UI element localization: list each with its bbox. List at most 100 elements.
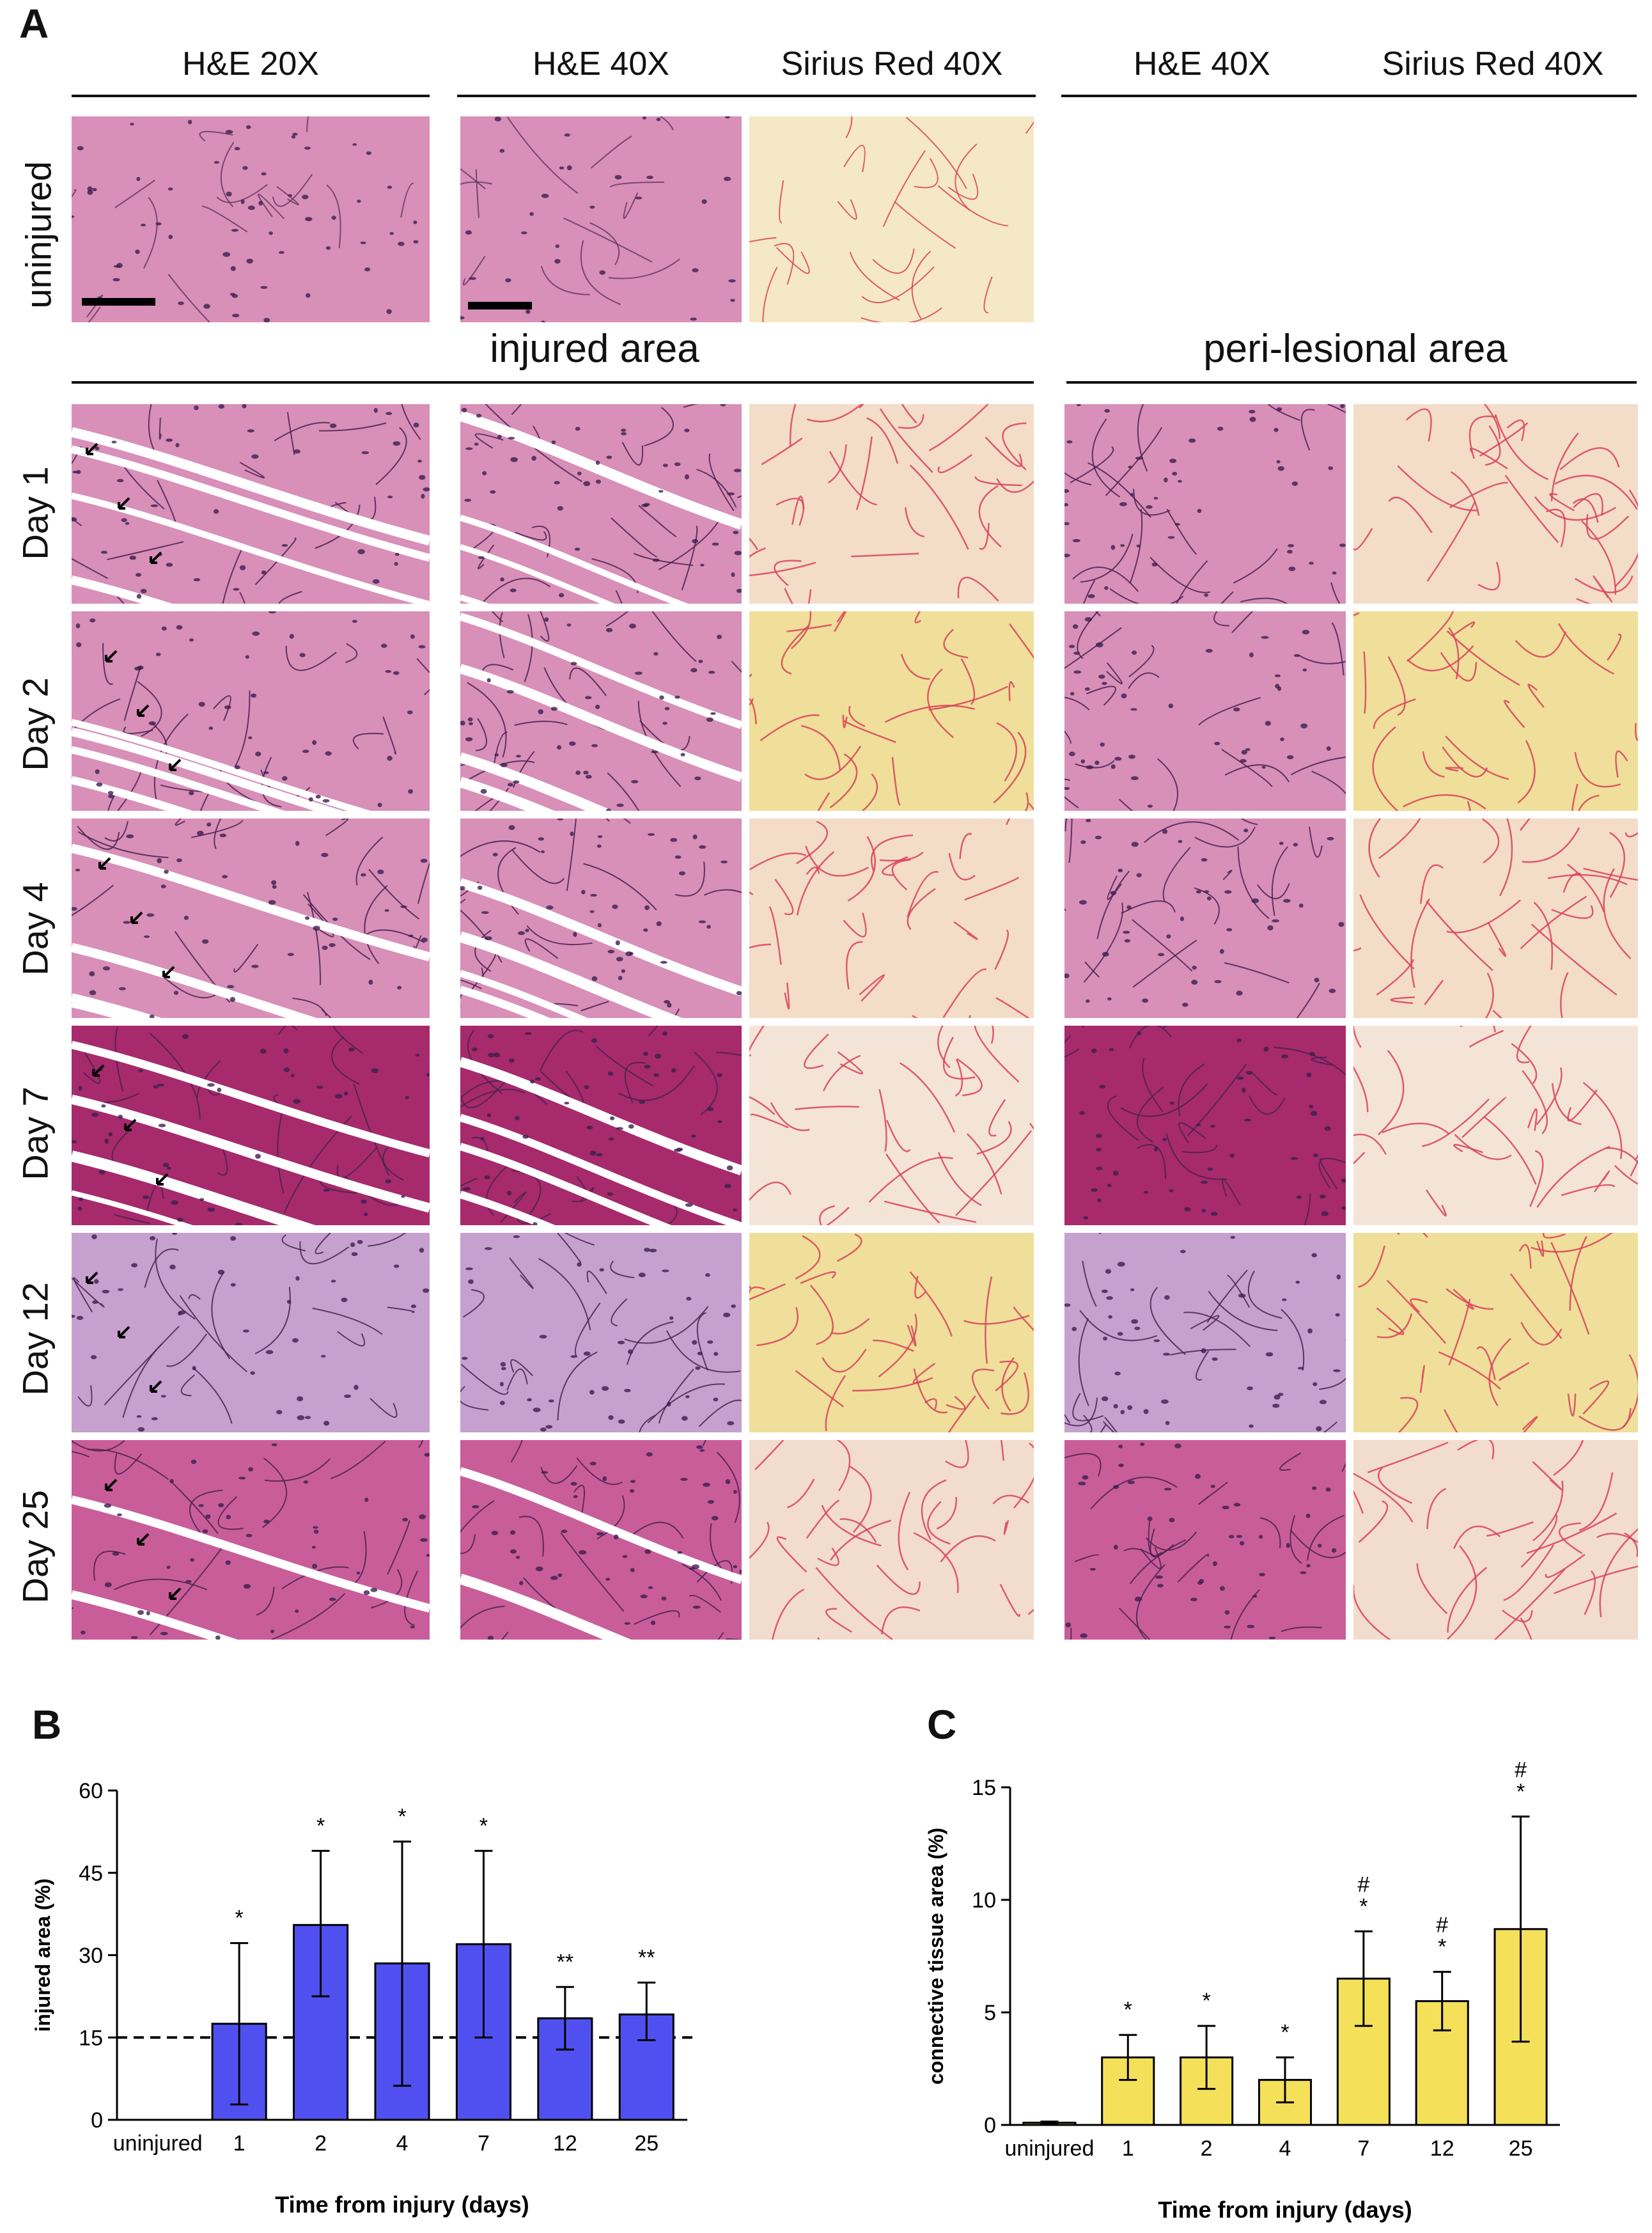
chart-c-y-tick-label: 15 [972,1776,996,1800]
chart-b-x-tick-label: 1 [233,2131,245,2156]
tile-day25-he-40x-perilesional [1064,1440,1346,1640]
row-label-uninjured: uninjured [18,161,59,309]
tile-uninjured-he-40x [460,116,742,322]
chart-c-x-tick-label: uninjured [1004,2136,1094,2161]
chart-c-significance-marker: * [1438,1935,1446,1959]
chart-c-y-tick-label: 0 [984,2113,996,2138]
tile-day1-he-20x [72,404,430,604]
row-label-day25: Day 25 [15,1490,56,1604]
scale-bar-40x [468,302,532,309]
arrow-indicator-icon [98,857,111,870]
tile-day7-he-40x-injured [460,1026,742,1225]
chart-b-significance-marker: * [316,1814,325,1838]
header-rule-40x-perilesional [1061,95,1637,97]
chart-b-y-axis-title: injured area (%) [31,1878,54,2032]
tile-day25-sirius-40x-injured [749,1440,1034,1640]
tile-day4-sirius-40x-injured [749,819,1034,1018]
chart-b-injured-area: 0 15 30 45 60 uninjured * 1 * 2 * 4 * 7 ** 12 ** 25 Time f… [31,1779,694,2218]
chart-c-significance-marker: * [1203,1989,1211,2013]
tile-day7-he-40x-perilesional [1064,1026,1346,1225]
arrow-indicator-icon [137,1533,150,1546]
arrow-indicator-icon [124,1118,137,1131]
chart-c-x-tick-label: 12 [1430,2136,1454,2161]
tile-day12-sirius-40x-injured [749,1233,1034,1432]
tile-day2-sirius-40x-injured [749,611,1034,811]
chart-b-x-tick-label: 25 [634,2131,658,2156]
chart-c-y-axis-title: connective tissue area (%) [924,1828,947,2085]
arrow-indicator-icon [92,1064,105,1077]
chart-c-y-tick-label: 10 [972,1888,996,1913]
chart-c-x-tick-label: 2 [1201,2136,1213,2161]
chart-c-x-tick-label: 1 [1122,2136,1134,2161]
tile-day7-he-20x [72,1026,430,1225]
chart-b-x-tick-label: 7 [478,2131,490,2156]
chart-b-y-tick-label: 60 [79,1779,103,1803]
chart-b-significance-marker: ** [557,1950,573,1974]
chart-c-significance-marker: * [1281,2020,1289,2044]
arrow-indicator-icon [162,966,175,978]
tile-day4-sirius-40x-perilesional [1353,819,1638,1018]
chart-b-x-tick-label: uninjured [113,2131,203,2156]
col-header-he-40x-injured: H&E 40X [533,45,669,82]
chart-b-significance-marker: * [398,1805,406,1829]
panel-c-label: C [927,1702,957,1748]
chart-b-x-tick-label: 12 [553,2131,577,2156]
arrow-indicator-icon [156,1173,169,1186]
tile-day1-he-40x-perilesional [1064,404,1346,604]
chart-c-x-tick-label: 4 [1279,2136,1291,2161]
chart-b-significance-marker: ** [638,1945,655,1970]
arrow-indicator-icon [150,551,162,564]
chart-b-y-tick-label: 45 [79,1861,103,1886]
arrow-indicator-icon [105,650,118,662]
tile-day12-he-40x-perilesional [1064,1233,1346,1432]
tile-uninjured-sirius-40x [749,116,1034,322]
chart-c-significance-marker: * [1516,1780,1525,1804]
tile-day2-he-40x-injured [460,611,742,811]
tile-day1-he-40x-injured [460,404,742,604]
tile-day12-he-20x [72,1233,430,1432]
arrow-indicator-icon [118,497,130,510]
section-injured-area: injured area [490,327,699,371]
arrow-indicator-icon [86,1271,98,1284]
arrow-indicator-icon [105,1478,118,1491]
chart-c-x-tick-label: 25 [1509,2136,1533,2161]
arrow-indicator-icon [86,443,98,455]
chart-c-x-axis-title: Time from injury (days) [1158,2197,1412,2223]
chart-b-significance-marker: * [235,1906,244,1931]
tile-day12-sirius-40x-perilesional [1353,1233,1638,1432]
chart-b-x-tick-label: 2 [315,2131,327,2156]
header-rule-20x [72,95,430,97]
tile-day25-he-20x [72,1440,430,1640]
arrow-indicator-icon [169,1587,182,1600]
col-header-he-20x: H&E 20X [182,45,319,82]
row-label-day4: Day 4 [15,882,56,976]
row-label-day12: Day 12 [15,1282,56,1396]
col-header-sirius-40x-perilesional: Sirius Red 40X [1382,45,1604,82]
chart-c-significance-marker: * [1124,1998,1132,2022]
row-label-day7: Day 7 [15,1086,56,1180]
tile-day2-he-40x-perilesional [1064,611,1346,811]
chart-c-significance-marker: # [1436,1913,1448,1938]
chart-b-y-tick-label: 0 [91,2108,103,2133]
scale-bar-20x [82,298,155,306]
chart-c-significance-marker: # [1357,1872,1369,1897]
chart-b-x-axis-title: Time from injury (days) [275,2191,529,2218]
arrow-indicator-icon [137,704,150,717]
col-header-sirius-40x-injured: Sirius Red 40X [781,45,1003,82]
row-label-day1: Day 1 [15,466,56,560]
row-label-day2: Day 2 [15,677,56,771]
col-header-he-40x-perilesional: H&E 40X [1134,45,1270,82]
tile-day7-sirius-40x-perilesional [1353,1026,1638,1225]
chart-b-y-tick-label: 30 [79,1944,103,1968]
tile-day25-sirius-40x-perilesional [1353,1440,1638,1640]
arrow-indicator-icon [130,911,143,924]
chart-b-significance-marker: * [479,1814,488,1838]
chart-c-significance-marker: * [1359,1894,1368,1918]
tile-day1-sirius-40x-perilesional [1353,404,1638,604]
section-rule-perilesional [1066,381,1637,384]
arrow-indicator-icon [118,1326,130,1338]
chart-b-y-tick-label: 15 [79,2026,103,2050]
arrow-indicator-icon [169,758,182,771]
panel-a-label: A [19,1,49,47]
chart-c-y-tick-label: 5 [984,2001,996,2025]
